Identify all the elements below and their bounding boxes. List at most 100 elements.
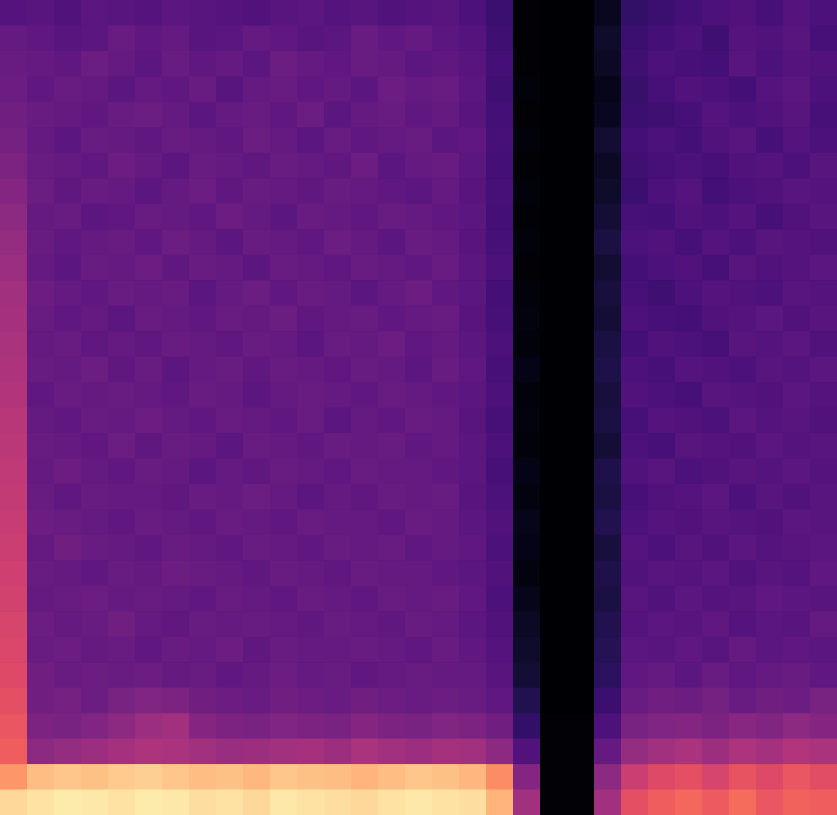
heat-cell: [189, 204, 217, 230]
heat-cell: [513, 408, 541, 434]
heat-cell: [810, 484, 837, 510]
heat-cell: [540, 739, 568, 765]
heat-cell: [405, 51, 433, 77]
heat-cell: [189, 280, 217, 306]
heat-cell: [810, 178, 837, 204]
heat-cell: [189, 713, 217, 739]
heat-cell: [648, 102, 676, 128]
heat-cell: [189, 127, 217, 153]
heat-cell: [216, 509, 244, 535]
heat-cell: [783, 51, 811, 77]
heat-cell: [567, 229, 595, 255]
heat-cell: [567, 357, 595, 383]
heat-cell: [756, 331, 784, 357]
heat-cell: [810, 790, 837, 815]
heat-cell: [594, 458, 622, 484]
heat-cell: [810, 688, 837, 714]
heat-cell: [648, 25, 676, 51]
heat-cell: [297, 127, 325, 153]
heat-cell: [351, 611, 379, 637]
heat-cell: [27, 509, 55, 535]
heat-cell: [135, 739, 163, 765]
heat-cell: [621, 739, 649, 765]
heat-cell: [27, 357, 55, 383]
heat-cell: [270, 331, 298, 357]
heat-cell: [351, 51, 379, 77]
heat-cell: [324, 127, 352, 153]
heat-cell: [810, 357, 837, 383]
heat-cell: [513, 280, 541, 306]
heat-cell: [783, 560, 811, 586]
heat-cell: [135, 433, 163, 459]
heat-cell: [486, 764, 514, 790]
heat-cell: [675, 713, 703, 739]
heat-cell: [135, 382, 163, 408]
heat-cell: [432, 331, 460, 357]
heat-cell: [27, 229, 55, 255]
heat-cell: [810, 229, 837, 255]
heat-cell: [27, 586, 55, 612]
heat-cell: [270, 229, 298, 255]
heat-cell: [648, 153, 676, 179]
heat-cell: [756, 688, 784, 714]
heat-cell: [27, 178, 55, 204]
heat-cell: [270, 688, 298, 714]
heat-cell: [702, 739, 730, 765]
heat-cell: [648, 0, 676, 26]
heat-cell: [756, 764, 784, 790]
heat-cell: [621, 764, 649, 790]
heat-cell: [567, 51, 595, 77]
heat-cell: [135, 458, 163, 484]
heat-cell: [648, 204, 676, 230]
heat-cell: [135, 127, 163, 153]
heat-cell: [675, 611, 703, 637]
heat-cell: [756, 306, 784, 332]
heat-cell: [216, 357, 244, 383]
heat-cell: [432, 204, 460, 230]
heat-cell: [135, 280, 163, 306]
heat-cell: [27, 331, 55, 357]
heat-cell: [702, 0, 730, 26]
heat-cell: [351, 204, 379, 230]
heat-cell: [54, 127, 82, 153]
heat-cell: [621, 229, 649, 255]
heat-cell: [27, 51, 55, 77]
heat-cell: [648, 280, 676, 306]
heat-cell: [621, 0, 649, 26]
heat-cell: [27, 255, 55, 281]
heat-cell: [405, 713, 433, 739]
heat-cell: [405, 357, 433, 383]
heat-cell: [108, 25, 136, 51]
heat-cell: [54, 0, 82, 26]
heat-cell: [189, 306, 217, 332]
heat-cell: [675, 178, 703, 204]
heat-cell: [378, 586, 406, 612]
heat-cell: [162, 178, 190, 204]
heat-cell: [621, 713, 649, 739]
heat-cell: [405, 102, 433, 128]
heat-cell: [324, 306, 352, 332]
heat-cell: [324, 153, 352, 179]
heat-cell: [783, 509, 811, 535]
heat-cell: [54, 688, 82, 714]
heat-cell: [108, 331, 136, 357]
heat-cell: [567, 790, 595, 815]
heat-cell: [594, 127, 622, 153]
heat-cell: [729, 433, 757, 459]
heat-cell: [54, 560, 82, 586]
heat-cell: [729, 560, 757, 586]
heat-cell: [189, 560, 217, 586]
heat-cell: [432, 433, 460, 459]
heat-cell: [540, 509, 568, 535]
heat-cell: [351, 713, 379, 739]
heat-cell: [783, 229, 811, 255]
heat-cell: [0, 331, 28, 357]
heat-cell: [270, 586, 298, 612]
heat-cell: [270, 357, 298, 383]
heat-cell: [621, 509, 649, 535]
heat-cell: [648, 535, 676, 561]
heat-cell: [567, 306, 595, 332]
heat-cell: [27, 637, 55, 663]
heat-cell: [810, 509, 837, 535]
heat-cell: [297, 306, 325, 332]
